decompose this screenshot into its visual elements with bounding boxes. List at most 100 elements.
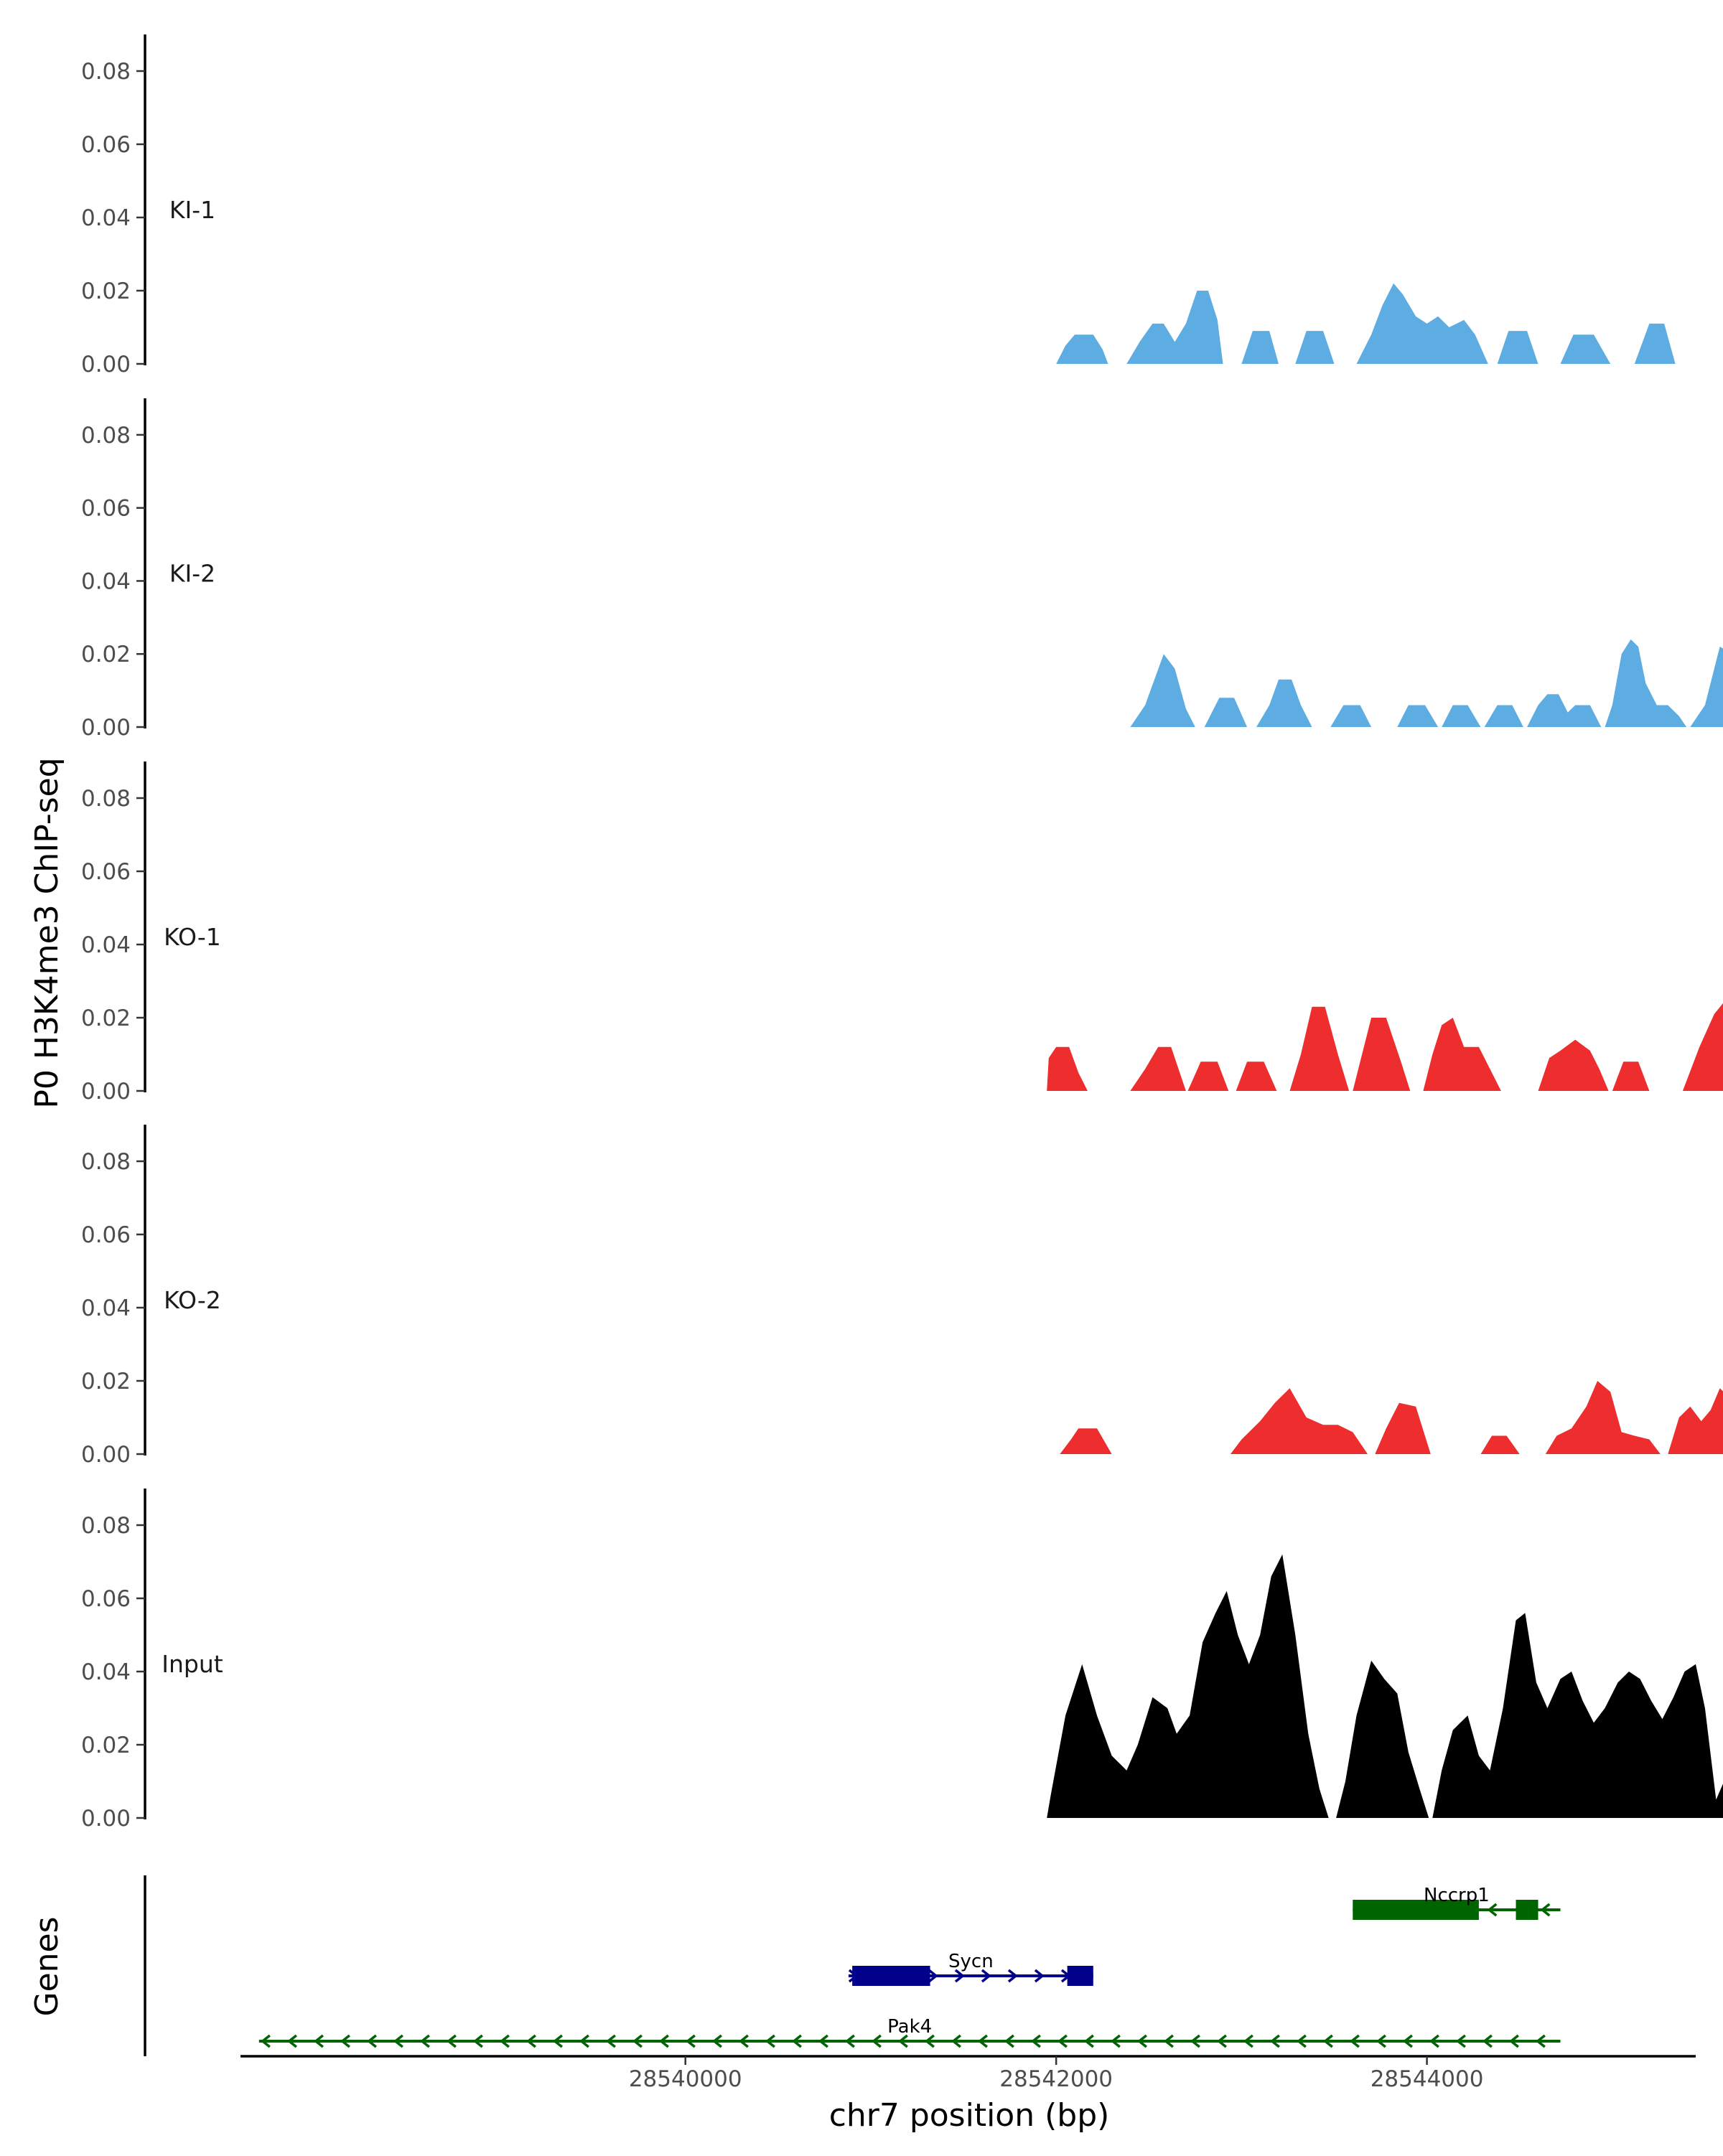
strand-arrow xyxy=(1487,1903,1498,1917)
y-tick-label: 0.08 xyxy=(81,423,131,449)
strand-arrow xyxy=(1323,2034,1333,2048)
strand-arrow xyxy=(1403,2034,1413,2048)
track-ko-1-area-8 xyxy=(1612,1061,1650,1091)
strand-arrow xyxy=(739,2034,749,2048)
strand-arrow xyxy=(606,2034,616,2048)
track-ko-1-area-1 xyxy=(1130,1046,1186,1091)
gene-exon xyxy=(852,1966,930,1986)
track-ko-2-area-3 xyxy=(1480,1435,1520,1454)
track-ki-2-area-4 xyxy=(1397,705,1439,727)
strand-arrow xyxy=(898,2034,908,2048)
y-tick-label: 0.04 xyxy=(81,932,131,958)
x-tick-label: 28542000 xyxy=(999,2066,1113,2092)
track-ki-2-area-8 xyxy=(1605,639,1687,727)
strand-arrow xyxy=(1164,2034,1174,2048)
y-tick-label: 0.00 xyxy=(81,1079,131,1105)
track-ki-1-area-4 xyxy=(1356,283,1488,364)
y-tick-label: 0.00 xyxy=(81,352,131,378)
strand-arrow xyxy=(1376,2034,1386,2048)
gene-panel-title: Genes xyxy=(29,1916,65,2016)
track-ki-2-area-6 xyxy=(1484,705,1523,727)
strand-arrow xyxy=(553,2034,563,2048)
strand-arrow xyxy=(314,2034,324,2048)
gene-nccrp1: Nccrp1 xyxy=(1353,1885,1561,1920)
strand-arrow xyxy=(420,2034,430,2048)
track-input-area-1 xyxy=(1336,1660,1429,1818)
strand-arrow xyxy=(393,2034,403,2048)
strand-arrow xyxy=(632,2034,643,2048)
track-ko-2-area-2 xyxy=(1375,1402,1431,1454)
strand-arrow xyxy=(1540,1903,1551,1917)
gene-label: Pak4 xyxy=(887,2016,932,2038)
track-ki-1-area-0 xyxy=(1056,334,1108,364)
strand-arrow xyxy=(928,1969,938,1983)
y-tick-label: 0.02 xyxy=(81,1733,131,1758)
strand-arrow xyxy=(925,2034,935,2048)
strand-arrow xyxy=(367,2034,377,2048)
strand-arrow xyxy=(1190,2034,1200,2048)
strand-arrow xyxy=(981,1969,991,1983)
y-tick-label: 0.00 xyxy=(81,715,131,741)
strand-arrow xyxy=(1270,2034,1280,2048)
gene-label: Sycn xyxy=(948,1951,994,1972)
strand-arrow xyxy=(818,2034,828,2048)
y-tick-label: 0.06 xyxy=(81,1222,131,1248)
track-ki-2-area-7 xyxy=(1527,694,1602,727)
strand-arrow xyxy=(659,2034,669,2048)
track-label: KO-1 xyxy=(164,923,221,951)
track-ki-2-area-1 xyxy=(1204,698,1248,727)
strand-arrow xyxy=(1350,2034,1360,2048)
strand-arrow xyxy=(287,2034,297,2048)
track-label: KO-2 xyxy=(164,1286,221,1314)
gene-label: Nccrp1 xyxy=(1424,1885,1490,1906)
track-label: KI-2 xyxy=(169,559,215,587)
y-tick-label: 0.08 xyxy=(81,1149,131,1175)
track-panel-input: 0.00 0.02 0.04 0.06 0.08 Input xyxy=(81,1489,1723,1832)
track-ki-1-area-5 xyxy=(1497,331,1538,364)
strand-arrow xyxy=(1482,2034,1493,2048)
y-tick-label: 0.02 xyxy=(81,642,131,667)
track-ki-2-area-3 xyxy=(1330,705,1372,727)
strand-arrow xyxy=(765,2034,775,2048)
gene-exon xyxy=(1067,1966,1093,1986)
track-input-area-0 xyxy=(1047,1554,1329,1818)
strand-arrow xyxy=(500,2034,510,2048)
track-ki-1-area-1 xyxy=(1126,291,1223,364)
strand-arrow xyxy=(1243,2034,1253,2048)
y-tick-label: 0.00 xyxy=(81,1442,131,1468)
track-panel-ko-1: 0.00 0.02 0.04 0.06 0.08 KO-1 xyxy=(81,761,1723,1105)
strand-arrow xyxy=(872,2034,882,2048)
x-axis: 28540000 28542000 28544000 xyxy=(241,2055,1696,2092)
strand-arrow xyxy=(1057,2034,1068,2048)
track-ko-2-area-1 xyxy=(1230,1388,1368,1454)
strand-arrow xyxy=(978,2034,988,2048)
y-tick-label: 0.02 xyxy=(81,1006,131,1031)
strand-arrow xyxy=(261,2034,271,2048)
track-label: KI-1 xyxy=(169,196,215,224)
strand-arrow xyxy=(526,2034,536,2048)
strand-arrow xyxy=(954,1969,965,1983)
y-tick-label: 0.04 xyxy=(81,568,131,594)
y-tick-label: 0.08 xyxy=(81,1513,131,1539)
strand-arrow xyxy=(1509,2034,1519,2048)
y-tick-label: 0.08 xyxy=(81,786,131,812)
track-ki-2-area-0 xyxy=(1130,654,1195,727)
y-tick-label: 0.06 xyxy=(81,132,131,158)
strand-arrow xyxy=(1084,2034,1094,2048)
y-tick-label: 0.06 xyxy=(81,859,131,885)
track-ko-1-area-4 xyxy=(1289,1006,1350,1091)
track-ki-1-area-3 xyxy=(1295,331,1335,364)
strand-arrow xyxy=(1217,2034,1227,2048)
genes-layer: Nccrp1 Sycn Pak4 xyxy=(144,1875,1561,2056)
track-ki-2-area-9 xyxy=(1690,647,1723,727)
strand-arrow xyxy=(686,2034,696,2048)
strand-arrow xyxy=(1456,2034,1466,2048)
track-ki-1-area-7 xyxy=(1634,323,1676,364)
track-ko-1-area-9 xyxy=(1682,1003,1723,1091)
tracks-layer: 0.00 0.02 0.04 0.06 0.08 KI-1 0.00 0.02 0.04 0.06… xyxy=(81,34,1723,1832)
strand-arrow xyxy=(1429,2034,1439,2048)
track-ki-2-area-5 xyxy=(1442,705,1481,727)
strand-arrow xyxy=(1536,2034,1546,2048)
strand-arrow xyxy=(579,2034,589,2048)
strand-arrow xyxy=(447,2034,457,2048)
